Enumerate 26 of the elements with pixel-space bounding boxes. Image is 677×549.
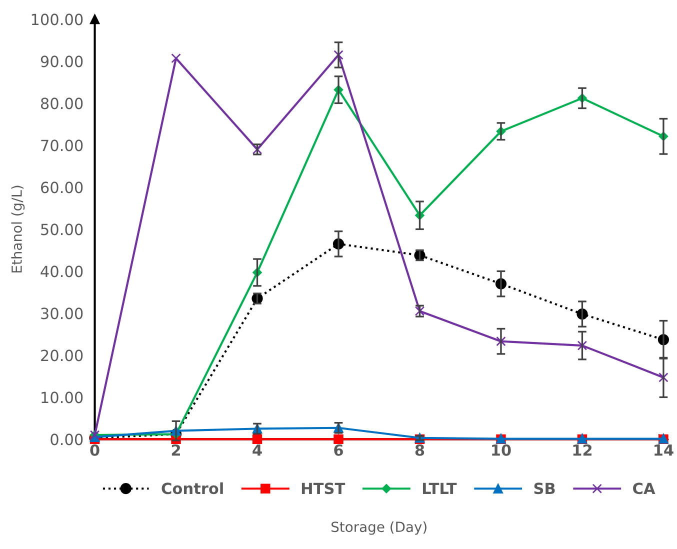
y-tick-label: 80.00: [40, 98, 83, 110]
y-tick-label: 0.00: [50, 434, 83, 446]
y-tick-label: 90.00: [40, 56, 83, 68]
y-tick-label: 20.00: [41, 350, 83, 362]
y-tick-label: 100.00: [32, 14, 83, 26]
legend-label: Control: [162, 482, 223, 494]
x-tick-label: 4: [252, 444, 262, 456]
x-tick-label: 0: [90, 444, 100, 456]
x-tick-label: 14: [654, 444, 674, 456]
y-tick-label: 40.00: [40, 266, 83, 278]
y-tick-label: 50.00: [41, 224, 83, 236]
x-tick-label: 2: [172, 444, 180, 456]
legend-label: CA: [633, 482, 656, 494]
y-tick-label: 70.00: [41, 140, 83, 152]
x-tick-label: 10: [492, 444, 511, 456]
x-tick-label: 8: [415, 444, 424, 456]
y-axis-title: Ethanol (g/L): [11, 186, 25, 272]
legend-label: LTLT: [422, 482, 457, 494]
x-axis-title: Storage (Day): [332, 521, 426, 535]
x-tick-label: 6: [334, 444, 343, 456]
y-tick-label: 30.00: [41, 308, 83, 320]
legend-label: SB: [534, 482, 555, 494]
y-tick-label: 10.00: [42, 392, 83, 404]
x-tick-label: 12: [573, 444, 592, 456]
legend-label: HTST: [302, 482, 346, 494]
y-tick-label: 60.00: [41, 182, 83, 194]
